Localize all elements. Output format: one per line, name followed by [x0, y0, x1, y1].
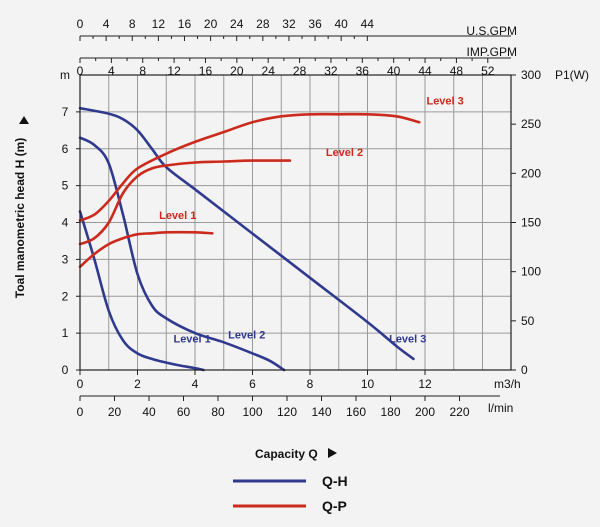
y-right-tick-label: 200 [521, 166, 541, 180]
y-right-tick-label: 0 [521, 363, 528, 377]
x-axis-unit-label: m3/h [494, 377, 521, 391]
lmin-tick-label: 100 [242, 405, 262, 419]
x-tick-label: 8 [307, 377, 314, 391]
y-right-tick-label: 300 [521, 68, 541, 82]
lmin-tick-label: 40 [142, 405, 156, 419]
y-left-unit-label: m [60, 68, 70, 82]
imp-gpm-tick-label: 12 [167, 64, 181, 78]
imp-gpm-tick-label: 40 [387, 64, 401, 78]
y-left-tick-label: 7 [62, 105, 69, 119]
qh-curve-level-2 [78, 136, 286, 372]
lmin-tick-label: 60 [177, 405, 191, 419]
us-gpm-tick-label: 12 [152, 17, 166, 31]
qp-curve-level-1 [78, 230, 214, 269]
x-axis-arrow-icon [328, 448, 337, 458]
legend: Q-H Q-P [233, 473, 348, 514]
y-left-tick-label: 1 [62, 326, 69, 340]
imp-gpm-tick-label: 52 [481, 64, 495, 78]
y-left-tick-label: 4 [62, 216, 69, 230]
imp-gpm-tick-label: 0 [77, 64, 84, 78]
curves [78, 106, 421, 372]
qp-curve-label-level-2: Level 2 [326, 147, 363, 159]
us-gpm-tick-label: 20 [204, 17, 218, 31]
us-gpm-tick-label: 16 [178, 17, 192, 31]
y-left-tick-label: 6 [62, 142, 69, 156]
lmin-tick-label: 0 [77, 405, 84, 419]
imp-gpm-tick-label: 28 [293, 64, 307, 78]
imp-gpm-tick-label: 8 [139, 64, 146, 78]
us-gpm-tick-label: 44 [361, 17, 375, 31]
x-axis-title: Capacity Q [255, 447, 318, 461]
imp-gpm-tick-label: 36 [356, 64, 370, 78]
us-gpm-tick-label: 40 [335, 17, 349, 31]
us-gpm-tick-label: 36 [308, 17, 322, 31]
grid [80, 75, 511, 370]
qp-curve-level-3 [78, 112, 421, 222]
qp-curve-level-2 [78, 159, 292, 246]
us-gpm-tick-label: 28 [256, 17, 270, 31]
lmin-axis-unit-label: l/min [488, 401, 513, 415]
x-tick-label: 10 [361, 377, 375, 391]
y-left-tick-label: 2 [62, 289, 69, 303]
qh-curve-label-level-3: Level 3 [389, 333, 426, 345]
curve-labels: Level 1 Level 2 Level 3 Level 1 Level 2 Level… [159, 96, 464, 346]
imp-gpm-tick-label: 32 [324, 64, 338, 78]
us-gpm-tick-label: 32 [282, 17, 296, 31]
imp-gpm-tick-label: 4 [108, 64, 115, 78]
y-left-tick-label: 5 [62, 179, 69, 193]
lmin-tick-label: 80 [211, 405, 225, 419]
qp-curve-label-level-1: Level 1 [159, 210, 196, 222]
y-right-tick-label: 150 [521, 216, 541, 230]
y-left-tick-label: 0 [62, 363, 69, 377]
imp-gpm-axis-label: IMP.GPM [467, 45, 517, 59]
us-gpm-tick-label: 0 [77, 17, 84, 31]
lmin-tick-label: 180 [380, 405, 400, 419]
x-tick-label: 2 [134, 377, 141, 391]
qh-curve-label-level-2: Level 2 [228, 330, 265, 342]
imp-gpm-tick-label: 48 [450, 64, 464, 78]
lmin-tick-label: 120 [277, 405, 297, 419]
y-right-tick-label: 50 [521, 314, 535, 328]
bottom-axes: 0 2 4 6 8 10 12 m3/h 0 20 40 60 80 100 120 140 160 180 200… [77, 370, 521, 419]
us-gpm-tick-label: 8 [129, 17, 136, 31]
y-left-tick-label: 3 [62, 252, 69, 266]
right-axis: 0 50 100 150 200 250 300 P1(W) [511, 68, 589, 377]
qh-curve-level-1 [78, 210, 205, 372]
lmin-tick-label: 140 [311, 405, 331, 419]
qp-curve-label-level-3: Level 3 [426, 96, 463, 108]
y-axis-title: Toal manometric head H (m) [13, 138, 27, 298]
lmin-tick-label: 200 [415, 405, 435, 419]
y-axis-arrow-icon [19, 116, 29, 124]
us-gpm-tick-label: 4 [103, 17, 110, 31]
x-tick-label: 4 [192, 377, 199, 391]
imp-gpm-tick-label: 16 [199, 64, 213, 78]
qh-curve-label-level-1: Level 1 [173, 333, 210, 345]
imp-gpm-tick-label: 44 [418, 64, 432, 78]
legend-qp-label: Q-P [322, 498, 347, 514]
legend-qh-label: Q-H [322, 473, 348, 489]
lmin-tick-label: 220 [449, 405, 469, 419]
y-right-tick-label: 100 [521, 265, 541, 279]
y-right-unit-label: P1(W) [555, 68, 589, 82]
us-gpm-tick-label: 24 [230, 17, 244, 31]
left-axis: m 0 1 2 3 4 5 6 7 [60, 68, 80, 377]
lmin-tick-label: 20 [108, 405, 122, 419]
imp-gpm-tick-label: 24 [262, 64, 276, 78]
us-gpm-axis-label: U.S.GPM [466, 24, 517, 38]
x-tick-label: 0 [77, 377, 84, 391]
imp-gpm-tick-label: 20 [230, 64, 244, 78]
qh-curve-level-3 [78, 106, 415, 361]
lmin-tick-label: 160 [346, 405, 366, 419]
y-right-tick-label: 250 [521, 117, 541, 131]
x-tick-label: 12 [418, 377, 432, 391]
x-tick-label: 6 [249, 377, 256, 391]
